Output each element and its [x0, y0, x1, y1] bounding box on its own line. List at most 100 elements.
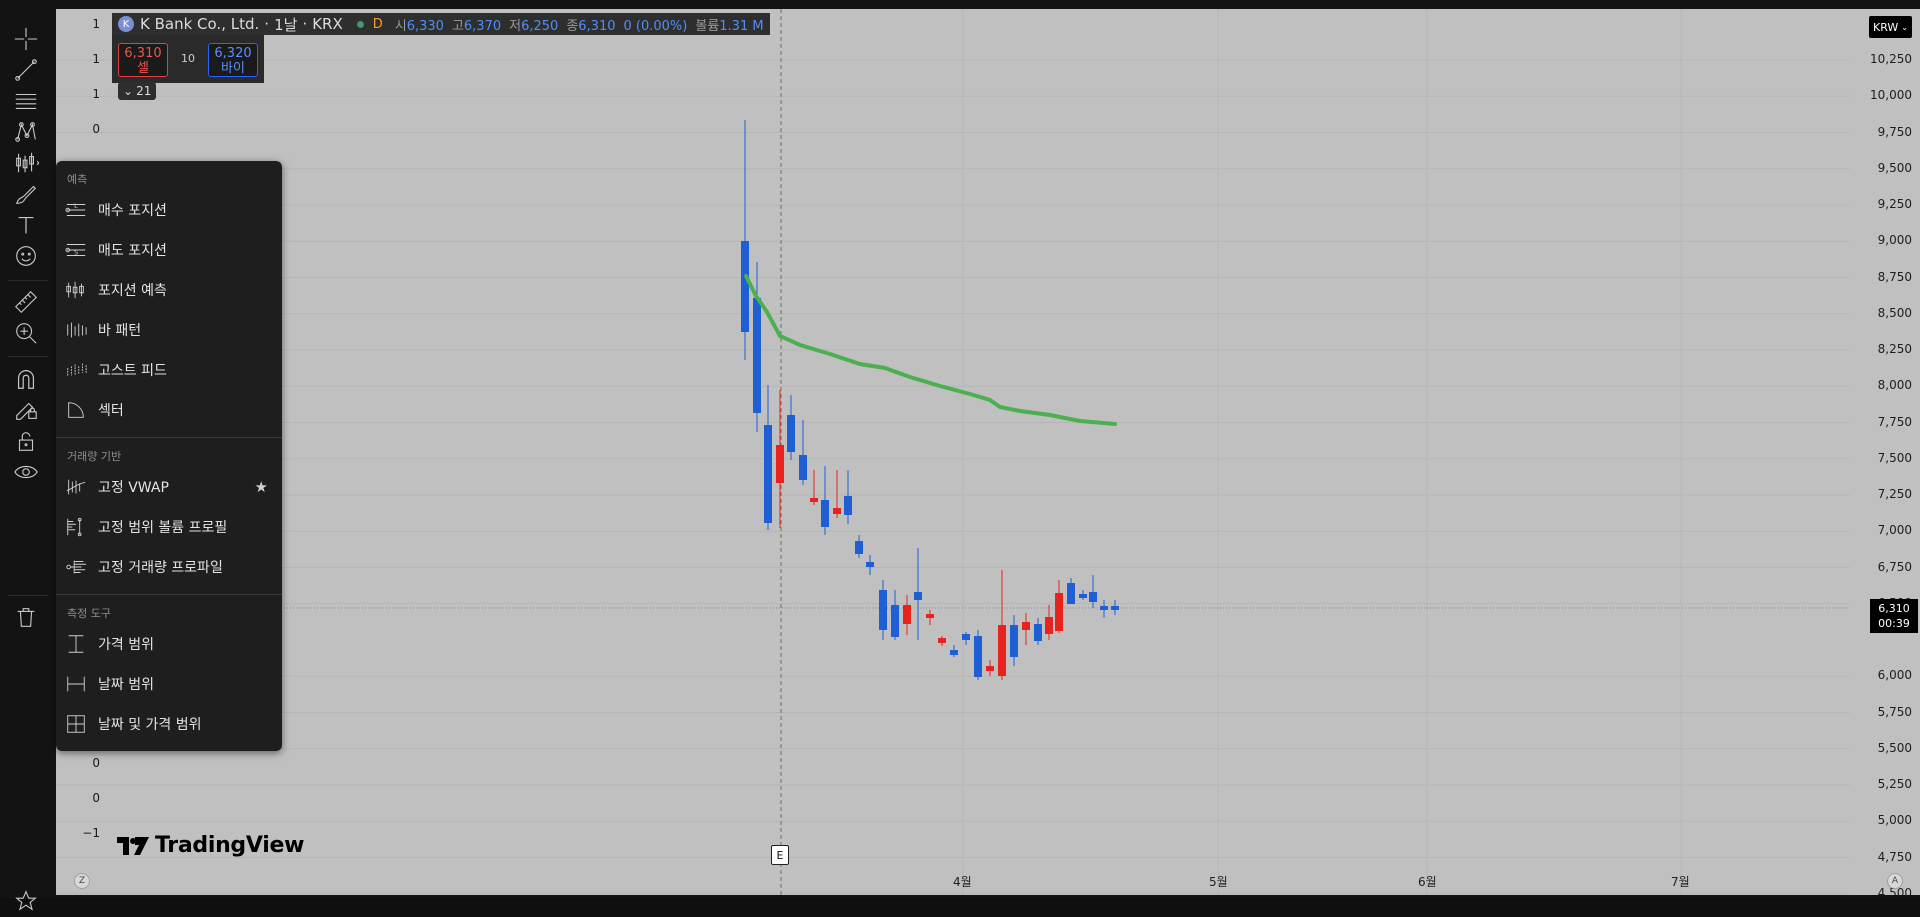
candle-body	[776, 445, 784, 483]
price-axis-label: 9,750	[1877, 124, 1912, 139]
price-axis-label: 9,000	[1877, 233, 1912, 248]
volume-label: 볼륨	[695, 18, 720, 34]
crosshair-icon[interactable]	[10, 23, 42, 55]
menu-item-price-range[interactable]: 가격 범위	[56, 626, 282, 662]
anchored-vwap-line	[744, 274, 1117, 426]
zoom-in-icon[interactable]	[10, 317, 42, 349]
pattern-icon[interactable]	[10, 116, 42, 148]
symbol-legend[interactable]: K K Bank Co., Ltd. · 1날 · KRX D 시6,330 고6…	[112, 13, 770, 35]
data-status-badge[interactable]: D	[372, 16, 383, 32]
candle-body	[1045, 617, 1053, 634]
candle-body	[855, 541, 863, 554]
open-label: 시	[394, 18, 407, 34]
symbol-logo: K	[118, 16, 134, 32]
close-value: 6,310	[578, 18, 616, 34]
time-axis-label: 5월	[1209, 875, 1228, 889]
chevron-down-icon: ⌄	[123, 84, 134, 98]
separator-dot: ·	[264, 15, 270, 33]
price-range-icon	[64, 632, 88, 656]
price-axis-label: 9,250	[1877, 197, 1912, 211]
price-axis-label: 10,000	[1870, 88, 1912, 103]
ohlc-values: 시6,330 고6,370 저6,250 종6,310 0 (0.00%) 볼륨1.31 …	[395, 15, 764, 34]
emoji-icon[interactable]	[10, 240, 42, 272]
trash-icon[interactable]	[10, 601, 42, 633]
price-axis[interactable]: KRW ⌄ 10,250 10,000 9,750 9,500 9,250 9,000 8,7…	[1850, 9, 1920, 900]
volume-value: 1.31 M	[719, 18, 764, 34]
svg-text:L: L	[74, 202, 78, 210]
candle-body	[753, 298, 761, 413]
drawing-toolbar	[0, 9, 56, 911]
close-label: 종	[566, 18, 579, 34]
buy-sell-panel: 6,310 셀 10 6,320 바이	[112, 35, 264, 83]
candle-body	[799, 455, 807, 480]
candlesticks	[741, 120, 1119, 680]
candle-body	[1111, 606, 1119, 610]
symbol-interval[interactable]: 1날	[274, 15, 298, 34]
zoom-reset-button[interactable]: Z	[74, 873, 90, 889]
low-label: 저	[509, 18, 522, 34]
menu-divider	[56, 594, 282, 595]
candle-body	[986, 666, 994, 671]
chart-pane[interactable]	[56, 9, 1920, 895]
prediction-tools-icon[interactable]	[10, 147, 42, 179]
menu-item-sector[interactable]: 섹터	[56, 392, 282, 428]
toolbar-divider	[8, 280, 48, 281]
menu-item-date-range[interactable]: 날짜 범위	[56, 666, 282, 702]
watchlist-star-icon[interactable]	[10, 885, 42, 917]
trend-line-icon[interactable]	[10, 54, 42, 86]
favorite-star-icon[interactable]: ★	[254, 478, 268, 496]
sell-button[interactable]: 6,310 셀	[118, 43, 168, 77]
candle-body	[1089, 592, 1097, 602]
indicators-toggle-button[interactable]: ⌄ 21	[118, 82, 157, 100]
ruler-icon[interactable]	[10, 286, 42, 318]
menu-item-date-price-range[interactable]: 날짜 및 가격 범위	[56, 706, 282, 742]
candle-body	[891, 605, 899, 637]
eye-icon[interactable]	[10, 456, 42, 488]
date-price-range-icon	[64, 712, 88, 736]
anchored-volume-profile-icon	[64, 555, 88, 579]
buy-button[interactable]: 6,320 바이	[208, 43, 258, 77]
auto-scale-button[interactable]: A	[1887, 873, 1903, 889]
menu-item-anchored-vwap[interactable]: 고정 VWAP ★	[56, 469, 282, 505]
prediction-tools-menu: 예측 L 매수 포지션 S 매도 포지션 포지션 예측 바 패턴 고스트 피드 …	[56, 161, 282, 751]
toolbar-divider	[8, 595, 48, 596]
menu-item-anchored-volume-profile[interactable]: 고정 거래량 프로파일	[56, 549, 282, 585]
candle-body	[787, 415, 795, 452]
change-value: 0 (0.00%)	[623, 18, 688, 34]
currency-selector[interactable]: KRW ⌄	[1869, 16, 1912, 38]
symbol-name[interactable]: K Bank Co., Ltd.	[140, 15, 260, 33]
price-axis-label: 10,250	[1870, 52, 1912, 66]
price-axis-label: 7,750	[1877, 414, 1912, 429]
price-axis-label: 6,000	[1877, 668, 1912, 683]
fib-retracement-icon[interactable]	[10, 85, 42, 117]
time-axis-label: 6월	[1418, 875, 1437, 889]
price-axis-label: 7,000	[1877, 523, 1912, 538]
lock-drawing-icon[interactable]	[10, 394, 42, 426]
magnet-icon[interactable]	[10, 363, 42, 395]
left-scale-value: 1	[92, 87, 100, 101]
text-icon[interactable]	[10, 209, 42, 241]
menu-item-bars-pattern[interactable]: 바 패턴	[56, 312, 282, 348]
menu-item-fixed-range-volume-profile[interactable]: 고정 범위 볼륨 프로필	[56, 509, 282, 545]
candle-body	[938, 638, 946, 643]
price-axis-label: 5,250	[1877, 777, 1912, 791]
date-range-icon	[64, 672, 88, 696]
unlock-icon[interactable]	[10, 425, 42, 457]
candle-body	[903, 605, 911, 624]
price-axis-label: 8,500	[1877, 305, 1912, 320]
price-axis-label: 9,500	[1877, 160, 1912, 175]
menu-item-ghost-feed[interactable]: 고스트 피드	[56, 352, 282, 388]
earnings-badge[interactable]: E	[771, 845, 789, 865]
candle-body	[866, 562, 874, 567]
menu-item-forecast[interactable]: 포지션 예측	[56, 272, 282, 308]
candle-body	[741, 241, 749, 332]
left-scale-value: −1	[82, 826, 100, 840]
candle-body	[1067, 583, 1075, 604]
price-axis-label: 5,000	[1877, 813, 1912, 828]
menu-item-short-position[interactable]: S 매도 포지션	[56, 232, 282, 268]
tradingview-mark-icon	[117, 836, 149, 855]
top-strip	[0, 0, 1920, 9]
menu-item-long-position[interactable]: L 매수 포지션	[56, 192, 282, 228]
brush-icon[interactable]	[10, 178, 42, 210]
candle-body	[844, 496, 852, 515]
